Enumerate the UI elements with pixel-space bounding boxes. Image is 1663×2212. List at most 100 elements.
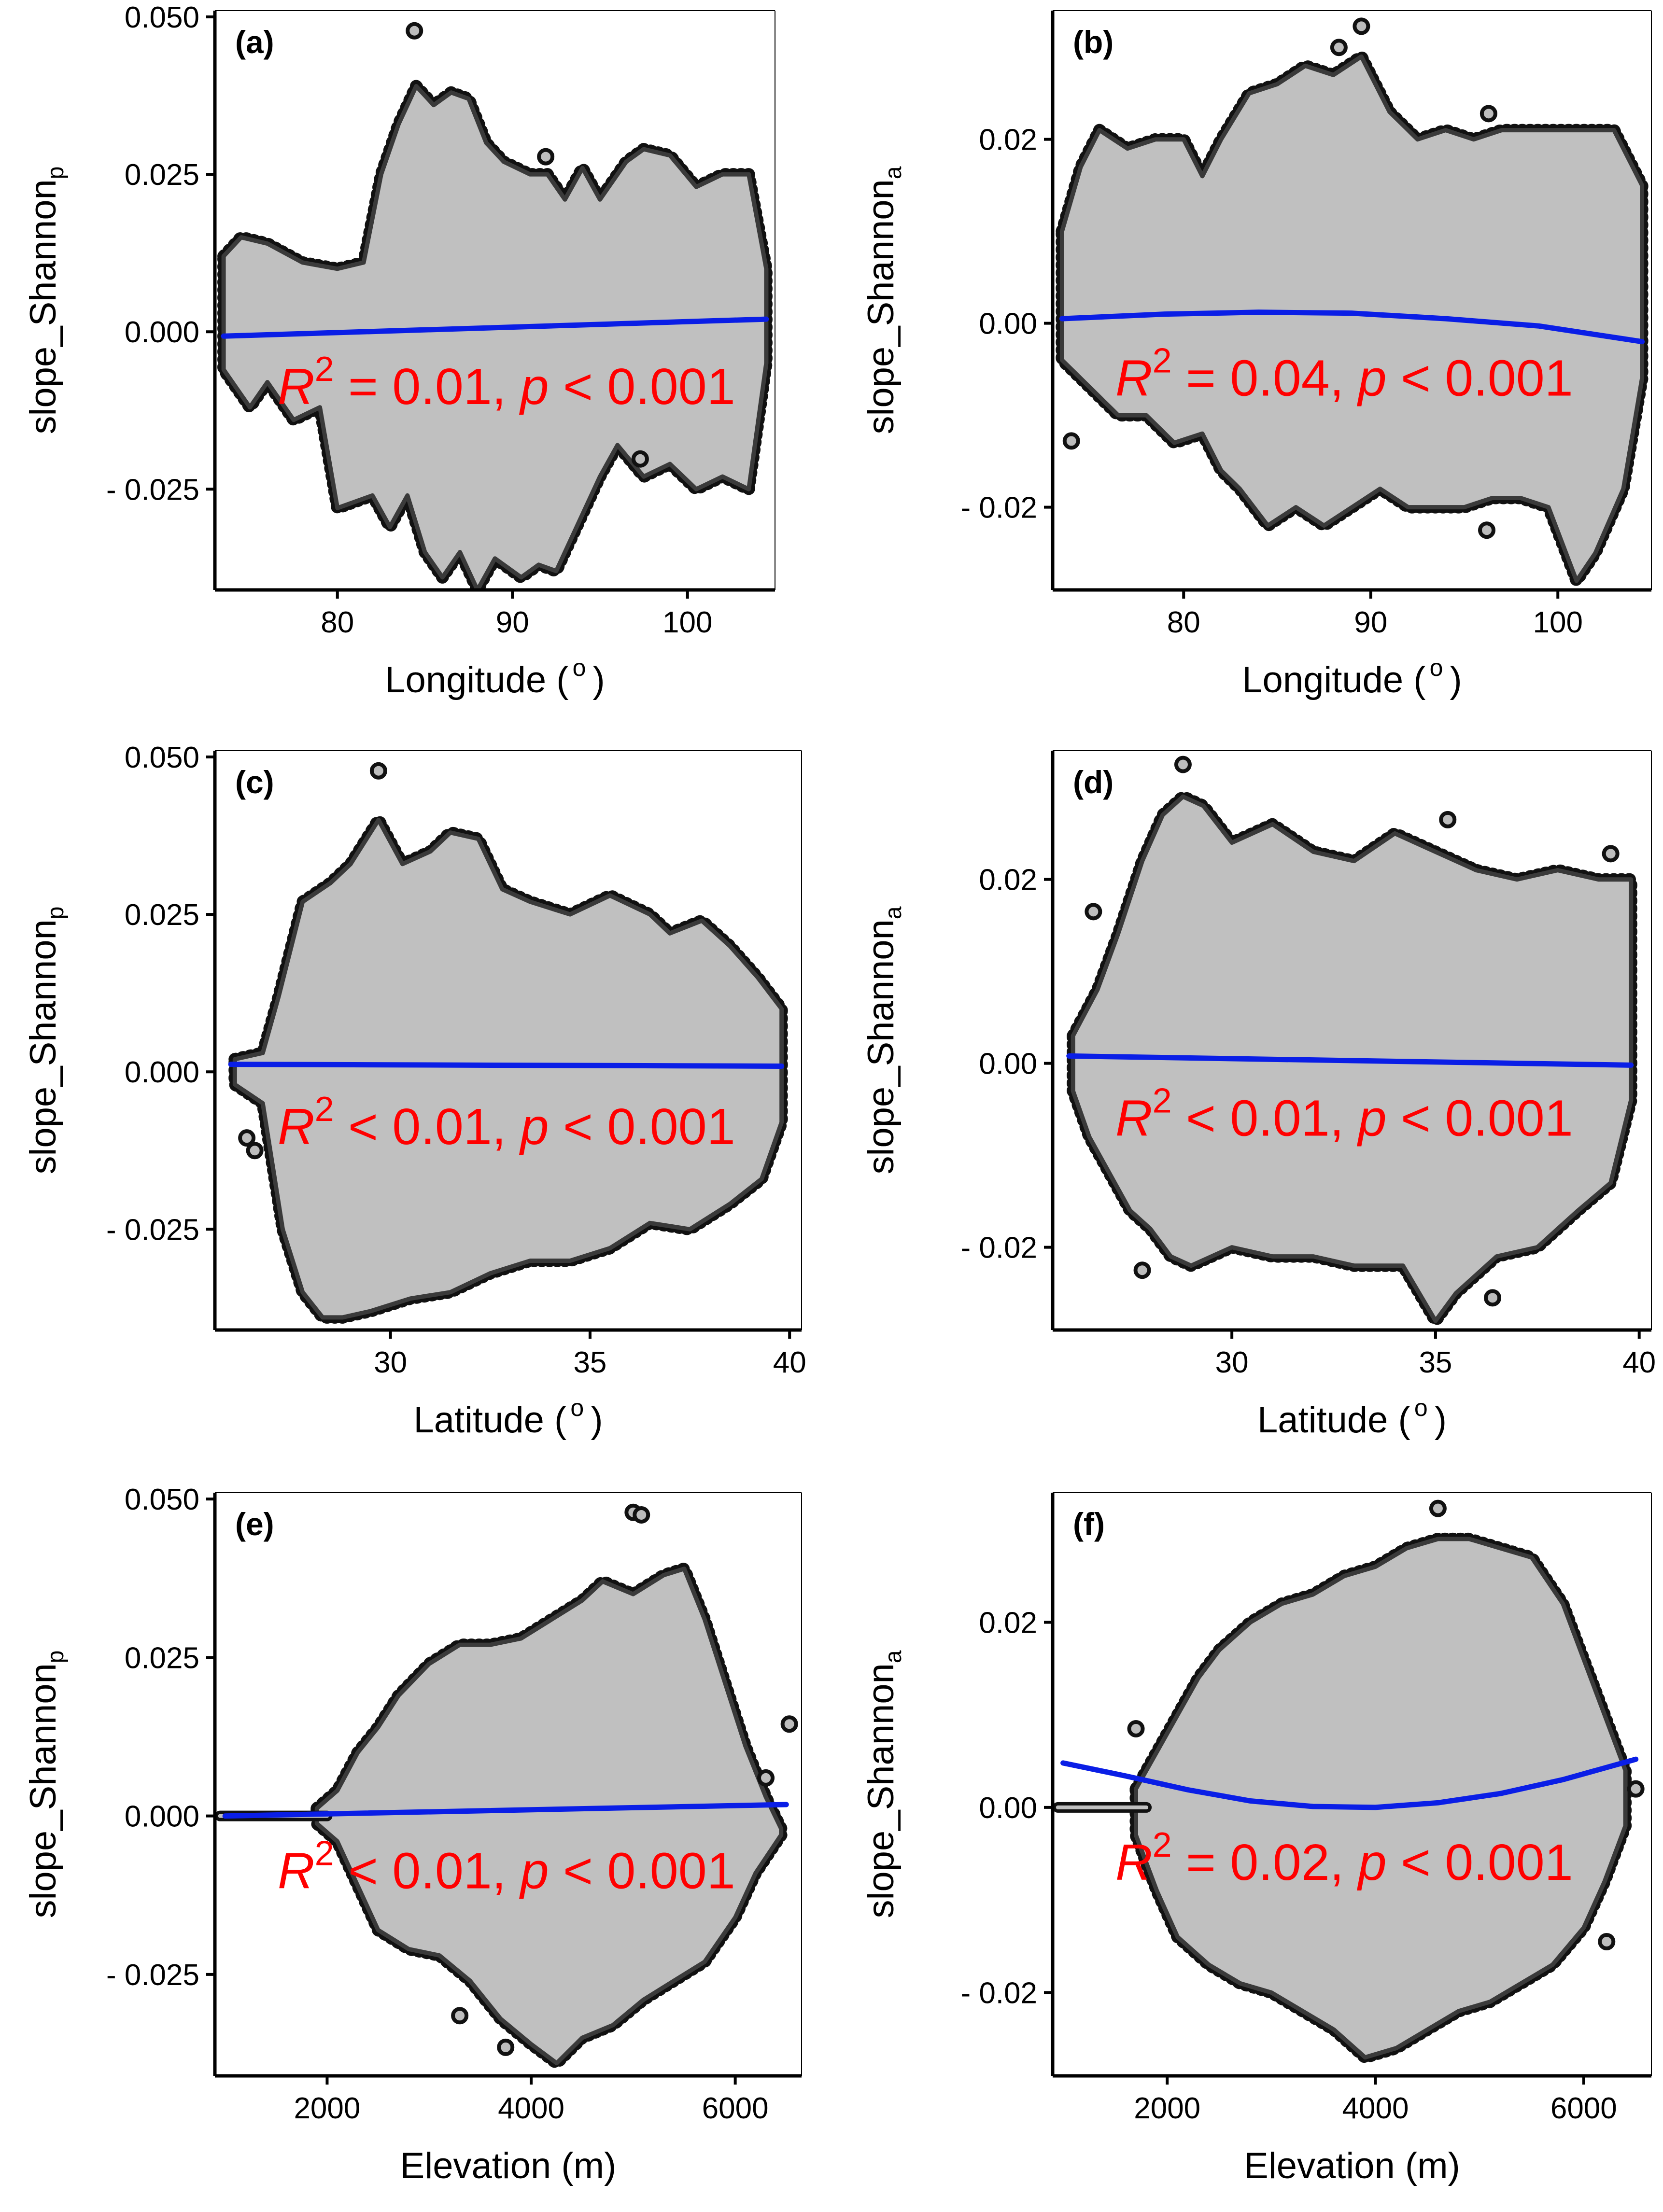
y-axis-title-text: slope_Shannon	[23, 179, 64, 434]
outlier-point	[369, 762, 387, 780]
y-tick-label: 0.02	[979, 1606, 1037, 1639]
y-axis-title-subscript: a	[881, 166, 906, 179]
y-tick-label: - 0.02	[960, 1232, 1037, 1265]
stats-annotation: R2 = 0.04, p < 0.001	[1115, 342, 1573, 407]
p-symbol: p	[519, 1098, 549, 1155]
outlier-point	[1439, 811, 1457, 828]
r-symbol: R	[278, 358, 315, 415]
outlier-point	[1353, 17, 1370, 35]
y-axis-title-text: slope_Shannon	[23, 919, 64, 1174]
p-symbol: p	[1357, 350, 1387, 407]
r-squared-value: = 0.01,	[334, 358, 521, 415]
y-tick-label: 0.025	[125, 1641, 199, 1675]
r-squared-superscript: 2	[315, 1834, 334, 1873]
y-tick-label: 0.02	[979, 124, 1037, 157]
panel-a: R2 = 0.01, p < 0.001 0.050 0.025 0.000 - 0.0…	[23, 1, 775, 700]
plot-area	[1056, 17, 1649, 587]
y-tick-label: 0.00	[979, 1048, 1037, 1081]
y-axis-title: slope_Shannonp	[23, 167, 69, 434]
panel-b: R2 = 0.04, p < 0.001 0.02 0.00 - 0.02 80 90 10…	[860, 10, 1652, 700]
y-axis-title-text: slope_Shannon	[860, 919, 902, 1174]
plot-area	[1053, 1499, 1645, 2064]
y-tick-label: - 0.025	[106, 1959, 199, 1992]
panel-label: (c)	[235, 764, 274, 800]
y-tick-label: 0.025	[125, 158, 199, 192]
outlier-point	[631, 450, 649, 468]
outlier-point	[1478, 521, 1495, 539]
y-tick-label: 0.00	[979, 308, 1037, 341]
r-squared-value: < 0.01,	[1172, 1090, 1358, 1147]
degree-symbol: o	[1414, 1394, 1428, 1421]
y-tick-label: 0.050	[125, 1, 199, 34]
x-tick-label: 6000	[702, 2092, 769, 2125]
x-tick-label: 80	[321, 606, 354, 639]
fit-line	[221, 316, 769, 339]
panel-label: (a)	[235, 24, 274, 60]
fit-line	[228, 1062, 785, 1069]
x-axis-title-close: )	[591, 1400, 603, 1441]
outlier-point	[780, 1715, 798, 1733]
p-value: < 0.001	[1387, 1090, 1573, 1147]
stats-annotation: R2 < 0.01, p < 0.001	[1115, 1082, 1573, 1147]
x-tick-label: 100	[1533, 606, 1583, 639]
outlier-point	[1062, 432, 1080, 450]
stats-annotation: R2 < 0.01, p < 0.001	[278, 1834, 735, 1900]
x-axis-title-text: Latitude (	[413, 1400, 566, 1441]
r-squared-value: < 0.01,	[334, 1098, 521, 1155]
x-axis-title-text: Longitude (	[385, 659, 568, 700]
y-tick-label: 0.000	[125, 1056, 199, 1089]
x-axis-title: Longitude (o)	[1242, 654, 1462, 700]
y-axis-title-text: slope_Shannon	[860, 179, 902, 434]
y-axis-title-subscript: a	[881, 1650, 906, 1663]
panel-d: R2 < 0.01, p < 0.001 0.02 0.00 - 0.02 30 35 40…	[860, 750, 1656, 1441]
x-tick-label: 2000	[294, 2092, 360, 2125]
panel-f: R2 = 0.02, p < 0.001 0.02 0.00 - 0.02 2000 40…	[860, 1492, 1652, 2186]
x-tick-label: 40	[1622, 1346, 1656, 1379]
p-value: < 0.001	[1387, 1834, 1573, 1891]
x-tick-label: 35	[573, 1346, 606, 1379]
y-tick-label: - 0.02	[960, 491, 1037, 525]
r-symbol: R	[1115, 350, 1153, 407]
x-axis-title-close: )	[1450, 659, 1462, 700]
outlier-point	[1127, 1720, 1145, 1737]
p-symbol: p	[519, 358, 549, 415]
x-axis-title: Elevation (m)	[400, 2145, 617, 2186]
fit-line	[1059, 309, 1645, 345]
fit-line	[1060, 1756, 1639, 1810]
panel-e: R2 < 0.01, p < 0.001 0.050 0.025 0.000 - 0.0…	[23, 1483, 802, 2186]
r-squared-superscript: 2	[315, 1090, 334, 1129]
y-tick-label: 0.025	[125, 898, 199, 932]
x-tick-label: 30	[374, 1346, 407, 1379]
point-cloud	[232, 818, 784, 1320]
x-axis-title-close: )	[1435, 1400, 1447, 1441]
degree-symbol: o	[570, 1394, 584, 1421]
outlier-point	[1627, 1780, 1645, 1798]
y-axis-title-subscript: p	[43, 167, 69, 180]
y-tick-label: 0.000	[125, 316, 199, 349]
x-axis-title: Elevation (m)	[1244, 2145, 1460, 2186]
point-cloud	[314, 1567, 784, 2066]
panel-label: (e)	[235, 1506, 274, 1542]
plot-area	[215, 1503, 798, 2070]
r-symbol: R	[278, 1098, 315, 1155]
outlier-point	[246, 1142, 264, 1160]
x-axis-title-text: Elevation (m)	[400, 2145, 617, 2186]
outlier-point	[238, 1129, 256, 1147]
y-axis-title: slope_Shannona	[860, 906, 906, 1174]
x-tick-label: 90	[496, 606, 529, 639]
degree-symbol: o	[1430, 654, 1443, 681]
y-axis-title: slope_Shannonp	[23, 1651, 69, 1918]
degree-symbol: o	[573, 654, 586, 681]
y-tick-label: - 0.02	[960, 1976, 1037, 2010]
stats-annotation: R2 < 0.01, p < 0.001	[278, 1090, 735, 1155]
p-symbol: p	[1357, 1090, 1387, 1147]
y-tick-label: 0.050	[125, 1483, 199, 1516]
r-squared-value: = 0.04,	[1172, 350, 1358, 407]
x-axis-title-close: )	[592, 659, 605, 700]
p-value: < 0.001	[549, 1843, 735, 1900]
outlier-point	[1598, 1932, 1616, 1950]
r-squared-value: < 0.01,	[334, 1843, 521, 1900]
outlier-point	[1484, 1289, 1502, 1307]
r-symbol: R	[278, 1843, 315, 1900]
